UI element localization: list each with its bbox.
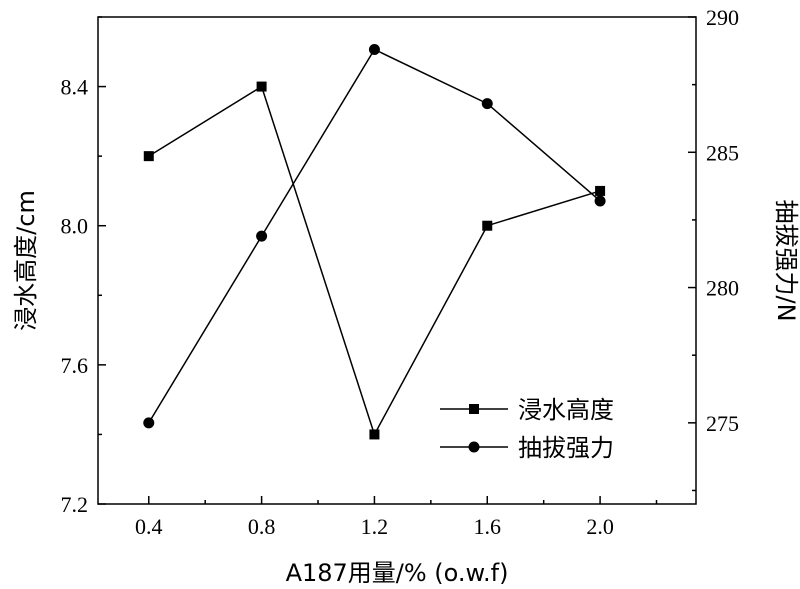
series-2 [143, 43, 606, 429]
circle-marker [481, 98, 493, 110]
circle-marker [256, 230, 268, 242]
square-marker [369, 429, 380, 440]
x-axis-title: A187用量/% (o.w.f) [286, 559, 509, 587]
square-marker [595, 185, 606, 196]
legend-circle-marker [468, 441, 480, 453]
y-right-tick-label: 285 [706, 140, 739, 165]
x-tick-label: 0.4 [135, 514, 163, 539]
y-left-tick-label: 8.0 [61, 214, 89, 239]
y-right-tick-label: 275 [706, 411, 739, 436]
series-line [148, 85, 601, 437]
y-right-axis-title: 抽拔强力/N [772, 199, 800, 321]
legend-square-marker [469, 404, 479, 414]
y-left-axis-title: 浸水高度/cm [12, 190, 40, 331]
square-marker [256, 81, 267, 92]
series-layer [143, 43, 606, 440]
plot-frame [97, 16, 697, 505]
series-line [148, 48, 601, 424]
y-left-tick-label: 7.2 [61, 492, 89, 517]
legend-item: 抽拔强力 [440, 434, 614, 462]
circle-marker [594, 195, 606, 207]
legend-item: 浸水高度 [440, 396, 614, 424]
y-right-tick-label: 280 [706, 276, 739, 301]
square-marker [482, 220, 493, 231]
legend-label: 浸水高度 [518, 396, 614, 424]
x-tick-label: 0.8 [248, 514, 276, 539]
x-tick-label: 2.0 [586, 514, 614, 539]
circle-marker [143, 417, 155, 429]
y-left-tick-label: 7.6 [61, 353, 89, 378]
circle-marker [368, 43, 380, 55]
x-tick-label: 1.6 [474, 514, 502, 539]
axes: 0.4 0.8 1.2 1.6 2.0 7.2 7.6 8.0 8.4 275 280 285 290 A… [12, 5, 800, 587]
y-left-tick-label: 8.4 [61, 75, 89, 100]
y-right-tick-label: 290 [706, 5, 739, 30]
square-marker [143, 151, 154, 162]
x-tick-label: 1.2 [361, 514, 389, 539]
legend-label: 抽拔强力 [518, 434, 614, 462]
series-1 [143, 81, 606, 440]
